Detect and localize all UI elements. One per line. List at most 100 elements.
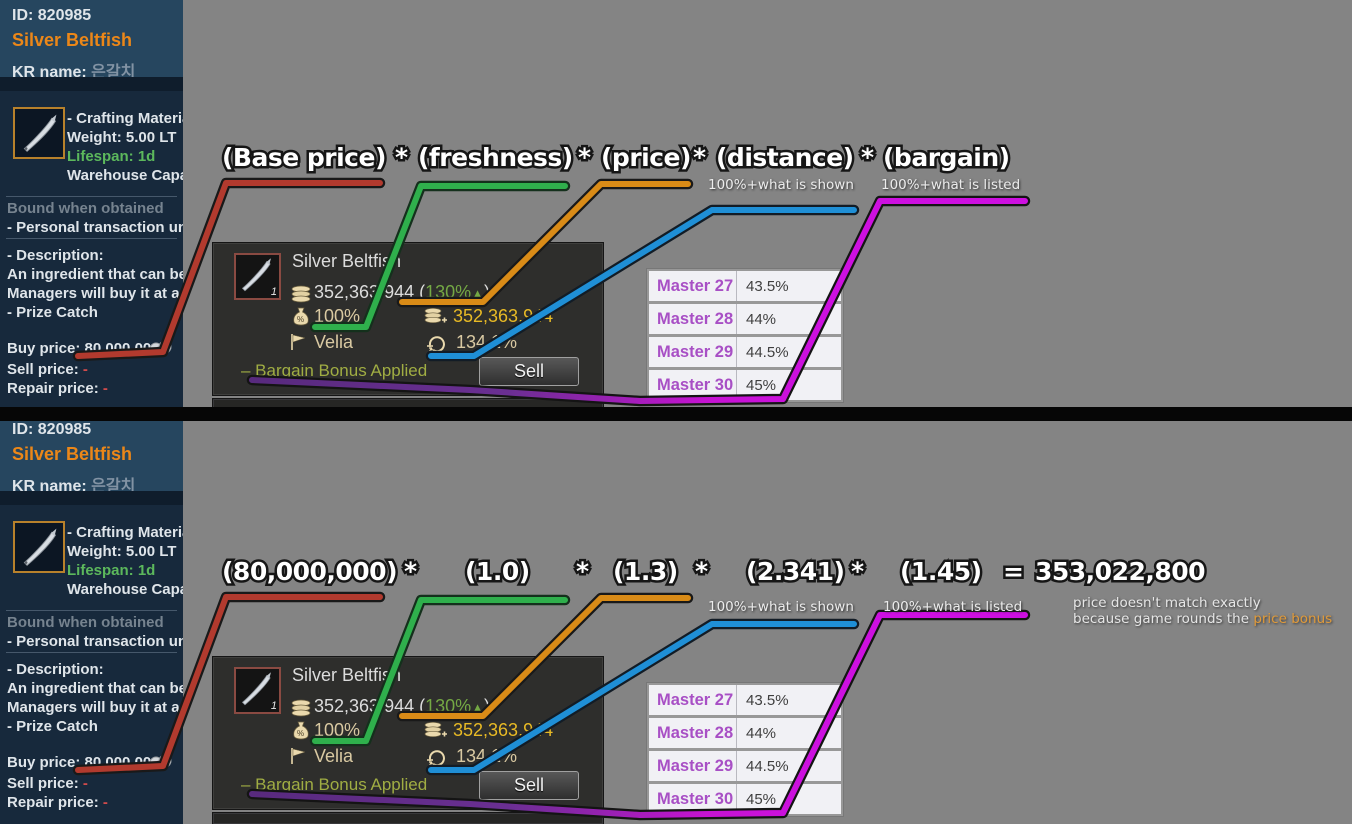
level-value: 44% [746, 310, 777, 328]
formula-token: (1.0) [463, 555, 533, 589]
table-row: Master 29 44.5% [649, 337, 841, 367]
price-number: 352,363,944 ( [314, 696, 426, 716]
item-icon-frame [13, 521, 65, 573]
level-name: Master 28 [649, 718, 737, 748]
divider [6, 610, 177, 611]
flag-icon [291, 748, 306, 764]
shown-label: 100%+what is shown [708, 599, 854, 615]
table-row: Master 27 43.5% [649, 685, 841, 715]
current-price: 352,363,944 (130%▲) [314, 696, 490, 717]
silver-coin-icon [149, 754, 172, 771]
level-name: Master 27 [649, 685, 737, 715]
personal-transaction-note: - Personal transaction unavailable [7, 219, 183, 236]
level-value: 43.5% [746, 691, 789, 709]
price-paren: ) [484, 696, 491, 716]
item-lifespan: Lifespan: 1d [67, 562, 156, 579]
buy-price: Buy price: 80,000,000 [7, 754, 160, 771]
formula-token: (80,000,000) [219, 555, 400, 589]
rounding-note-line2: because game rounds the price bonus [1073, 611, 1332, 627]
description-line1: An ingredient that can be obtained [7, 680, 183, 697]
table-row: Master 30 45% [649, 784, 841, 814]
fish-icon [23, 528, 57, 566]
price-number: 352,363,944 ( [314, 282, 426, 302]
stack-count: 1 [270, 286, 277, 298]
level-value: 45% [746, 790, 777, 808]
formula-token: = [1000, 555, 1026, 589]
divider [6, 652, 177, 653]
top-half: ID: 820985 Silver Beltfish KR name: 은갈치 … [0, 0, 1031, 411]
trade-level-table: Master 27 43.5% Master 28 44% Master 29 44.… [646, 268, 844, 403]
coin-stack-plus-icon [424, 307, 447, 324]
formula-token: (price) [599, 141, 694, 175]
sell-price-label: Sell price: [7, 775, 79, 792]
item-detail-panel: - Crafting Materials Weight: 5.00 LT Lif… [0, 505, 183, 824]
item-warehouse: Warehouse Capacity [67, 167, 183, 184]
prize-catch-label: - Prize Catch [7, 304, 98, 321]
listed-label: 100%+what is listed [881, 177, 1021, 193]
level-name: Master 29 [649, 751, 737, 781]
item-kr-name: KR name: 은갈치 [12, 472, 135, 491]
coin-stack-icon [291, 699, 311, 717]
sell-price-value: - [82, 361, 88, 378]
item-name: Silver Beltfish [12, 30, 133, 50]
kr-label: KR name: [12, 478, 87, 491]
formula-token: * [393, 141, 411, 175]
freshness-value: 100% [314, 720, 361, 740]
item-id: ID: 820985 [12, 421, 92, 438]
price-paren: ) [484, 282, 491, 302]
formula-token: * [693, 555, 711, 589]
distance-value: 134.1% [456, 746, 518, 766]
item-weight: Weight: 5.00 LT [67, 129, 177, 146]
formula-token: * [691, 141, 709, 175]
flag-icon [291, 334, 306, 350]
coin-stack-icon [291, 285, 311, 303]
sell-price: Sell price: - [7, 775, 88, 792]
bound-note: Bound when obtained [7, 200, 164, 217]
formula-token: (bargain) [881, 141, 1013, 175]
divider [6, 196, 177, 197]
formula-token: (1.45) [898, 555, 985, 589]
item-id: ID: 820985 [12, 7, 92, 24]
item-type: - Crafting Materials [67, 524, 183, 541]
location-value: Velia [314, 746, 354, 766]
description-line1: An ingredient that can be obtained [7, 266, 183, 283]
level-name: Master 29 [649, 337, 737, 367]
market-tooltip: 1 Silver Beltfish 352,363,944 (130%▲) % … [212, 242, 604, 396]
tooltip-title: Silver Beltfish [292, 251, 402, 271]
buy-price: Buy price: 80,000,000 [7, 340, 160, 357]
table-row: Master 28 44% [649, 304, 841, 334]
item-detail-panel: - Crafting Materials Weight: 5.00 LT Lif… [0, 91, 183, 410]
trade-level-table: Master 27 43.5% Master 28 44% Master 29 44.… [646, 682, 844, 817]
item-kr-name: KR name: 은갈치 [12, 58, 135, 77]
up-arrow-icon: ▲ [471, 286, 485, 301]
distance-bonus-icon [427, 336, 445, 353]
repair-price-label: Repair price: [7, 380, 99, 397]
location-value: Velia [314, 332, 354, 352]
note-prefix: because game rounds the [1073, 611, 1254, 627]
sell-button[interactable]: Sell [479, 771, 579, 800]
level-value: 44% [746, 724, 777, 742]
repair-price: Repair price: - [7, 380, 108, 397]
item-type: - Crafting Materials [67, 110, 183, 127]
level-value: 43.5% [746, 277, 789, 295]
formula-token: * [859, 141, 877, 175]
divider [6, 238, 177, 239]
repair-price-label: Repair price: [7, 794, 99, 811]
listed-price: 352,363,944 [453, 306, 554, 326]
money-bag-icon: % [293, 721, 309, 740]
description-line2: Managers will buy it at a very high [7, 699, 183, 716]
formula-token: (2.341) [743, 555, 847, 589]
repair-price-value: - [102, 380, 108, 397]
bottom-half: ID: 820985 Silver Beltfish KR name: 은갈치 … [0, 414, 1352, 824]
tooltip-lower-panel [212, 812, 604, 824]
item-icon-frame [13, 107, 65, 159]
item-header-panel: ID: 820985 Silver Beltfish KR name: 은갈치 [0, 0, 183, 77]
level-value: 44.5% [746, 343, 789, 361]
sell-button[interactable]: Sell [479, 357, 579, 386]
description-label: - Description: [7, 247, 104, 264]
svg-text:%: % [297, 729, 304, 738]
formula-token: (freshness) [416, 141, 576, 175]
listed-price: 352,363,944 [453, 720, 554, 740]
table-row: Master 28 44% [649, 718, 841, 748]
